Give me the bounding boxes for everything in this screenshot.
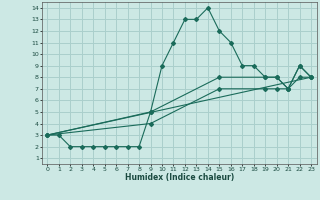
X-axis label: Humidex (Indice chaleur): Humidex (Indice chaleur)	[124, 173, 234, 182]
